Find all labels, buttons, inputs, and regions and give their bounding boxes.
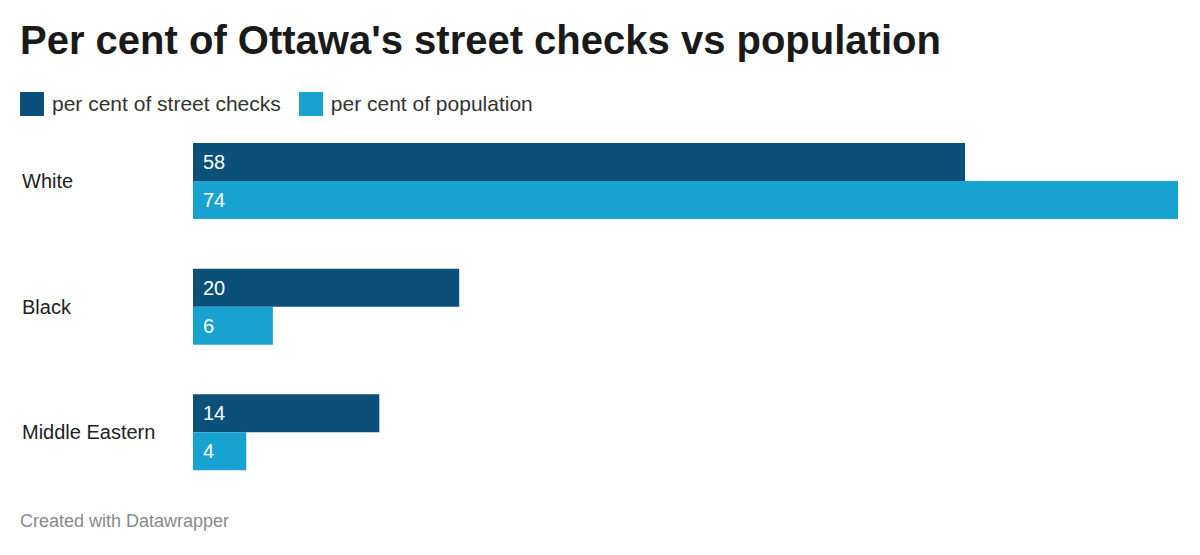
svg-text:White: White: [22, 170, 73, 192]
svg-text:Black: Black: [22, 296, 72, 318]
html-text:Created with Datawrapper: Created with Datawrapper: [20, 511, 230, 531]
svg-text:20: 20: [203, 277, 225, 299]
svg-text:74: 74: [203, 189, 225, 211]
svg-text:Middle Eastern: Middle Eastern: [22, 421, 155, 443]
html-text:per cent of street checks: per cent of street checks: [52, 92, 281, 115]
svg-text:58: 58: [203, 151, 225, 173]
svg-text:4: 4: [203, 440, 214, 462]
svg-text:14: 14: [203, 402, 225, 424]
svg-text:6: 6: [203, 315, 214, 337]
html-text:Per cent of Ottawa's street ch: Per cent of Ottawa's street checks vs po…: [20, 18, 941, 62]
html-text:per cent of population: per cent of population: [330, 92, 533, 115]
